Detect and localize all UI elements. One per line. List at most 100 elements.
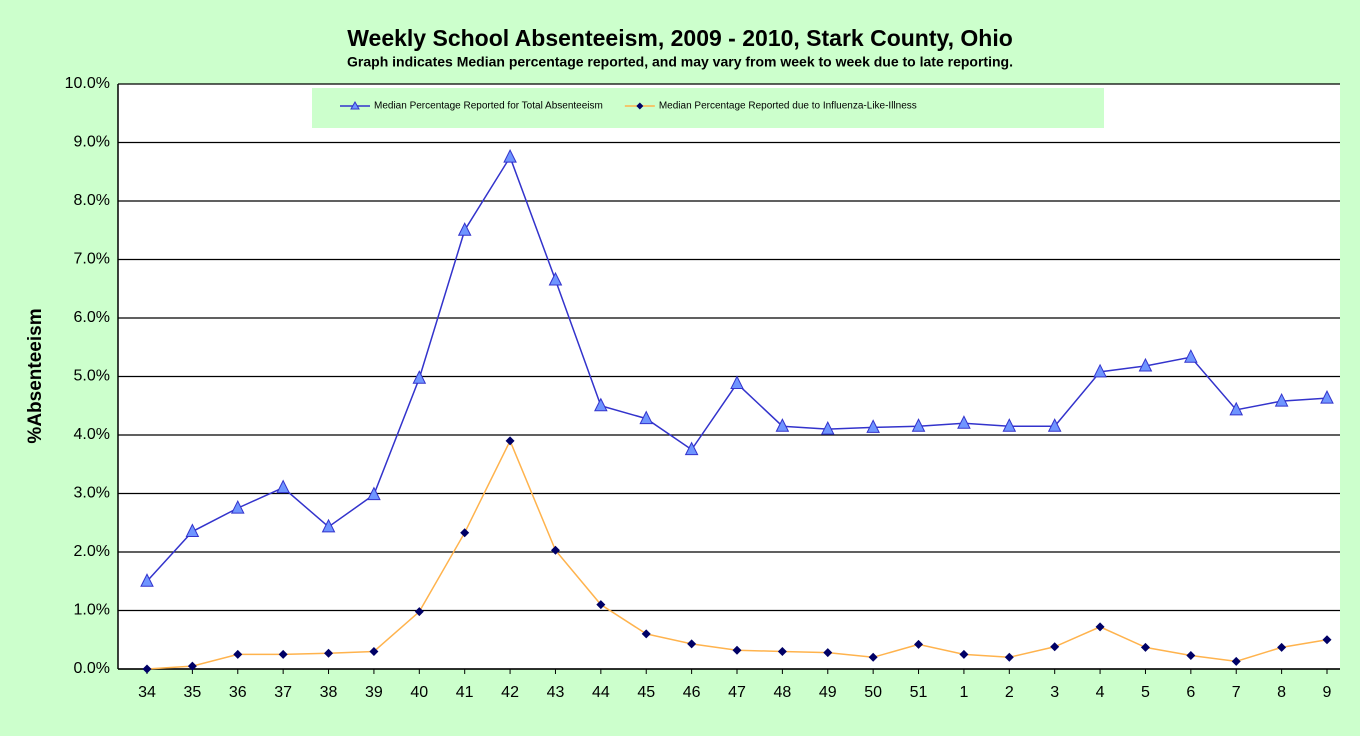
marker	[1095, 622, 1105, 632]
x-tick-label: 46	[683, 684, 701, 701]
x-tick-label: 4	[1096, 684, 1105, 701]
marker	[596, 600, 606, 610]
legend-marker	[636, 102, 644, 110]
marker	[1322, 635, 1332, 645]
x-tick-label: 48	[773, 684, 791, 701]
marker	[550, 545, 560, 555]
marker	[460, 528, 470, 538]
marker	[505, 436, 515, 446]
marker	[1229, 401, 1244, 416]
y-axis-label: %Absenteeism	[25, 308, 46, 443]
x-tick-label: 3	[1050, 684, 1059, 701]
y-tick-label: 9.0%	[74, 134, 110, 151]
marker	[730, 375, 744, 390]
marker	[414, 607, 424, 617]
y-tick-label: 5.0%	[74, 368, 110, 385]
marker	[959, 649, 969, 659]
x-tick-label: 50	[864, 684, 882, 701]
marker	[866, 419, 880, 433]
legend-label: Median Percentage Reported for Total Abs…	[374, 101, 603, 112]
marker	[278, 649, 288, 659]
chart-title: Weekly School Absenteeism, 2009 - 2010, …	[347, 25, 1013, 51]
marker	[185, 523, 200, 538]
marker	[1274, 392, 1289, 407]
marker	[457, 222, 472, 236]
marker	[1047, 418, 1062, 432]
marker	[1186, 651, 1196, 661]
x-tick-label: 44	[592, 684, 610, 701]
marker	[412, 370, 427, 384]
marker	[142, 664, 152, 674]
y-tick-label: 8.0%	[74, 192, 110, 209]
x-tick-label: 1	[959, 684, 968, 701]
x-tick-label: 35	[183, 684, 201, 701]
x-tick-label: 2	[1005, 684, 1014, 701]
legend-marker	[350, 100, 360, 110]
marker	[1002, 418, 1017, 432]
y-tick-label: 7.0%	[74, 251, 110, 268]
x-tick-label: 9	[1323, 684, 1332, 701]
marker	[233, 649, 243, 659]
x-tick-label: 47	[728, 684, 746, 701]
marker	[641, 629, 651, 639]
marker	[823, 648, 833, 658]
x-tick-label: 37	[274, 684, 292, 701]
x-tick-label: 51	[910, 684, 928, 701]
y-tick-label: 6.0%	[74, 309, 110, 326]
x-tick-label: 41	[456, 684, 474, 701]
marker	[1050, 642, 1060, 652]
marker	[1277, 642, 1287, 652]
marker	[775, 418, 790, 432]
marker	[369, 646, 379, 656]
x-tick-label: 6	[1186, 684, 1195, 701]
x-tick-label: 42	[501, 684, 519, 701]
marker	[1138, 357, 1153, 372]
y-tick-label: 0.0%	[74, 660, 110, 677]
x-tick-label: 39	[365, 684, 383, 701]
marker	[1231, 656, 1241, 666]
y-tick-label: 4.0%	[74, 426, 110, 443]
marker	[230, 500, 245, 514]
marker	[1140, 642, 1150, 652]
y-tick-label: 1.0%	[74, 602, 110, 619]
marker	[594, 397, 608, 412]
marker	[868, 652, 878, 662]
x-tick-label: 45	[637, 684, 655, 701]
legend-label: Median Percentage Reported due to Influe…	[659, 101, 917, 112]
marker	[503, 149, 517, 163]
x-tick-label: 38	[320, 684, 338, 701]
marker	[777, 646, 787, 656]
x-tick-label: 7	[1232, 684, 1241, 701]
marker	[820, 421, 835, 435]
marker	[914, 639, 924, 649]
x-tick-label: 49	[819, 684, 837, 701]
marker	[684, 441, 699, 456]
marker	[140, 573, 154, 587]
x-tick-label: 43	[547, 684, 565, 701]
marker	[1093, 363, 1107, 378]
marker	[324, 648, 334, 658]
marker	[957, 415, 971, 429]
y-tick-label: 10.0%	[65, 75, 110, 92]
x-tick-label: 40	[410, 684, 428, 701]
marker	[187, 661, 197, 671]
marker	[367, 486, 381, 501]
y-tick-label: 2.0%	[74, 543, 110, 560]
x-tick-label: 34	[138, 684, 156, 701]
marker	[276, 479, 290, 494]
marker	[321, 518, 336, 533]
x-tick-label: 5	[1141, 684, 1150, 701]
marker	[911, 418, 926, 432]
marker	[548, 271, 563, 286]
chart-subtitle: Graph indicates Median percentage report…	[347, 54, 1013, 70]
marker	[639, 410, 654, 425]
marker	[1004, 652, 1014, 662]
marker	[1184, 349, 1198, 363]
marker	[732, 645, 742, 655]
x-tick-label: 8	[1277, 684, 1286, 701]
y-tick-label: 3.0%	[74, 485, 110, 502]
marker	[687, 639, 697, 649]
marker	[1320, 390, 1334, 404]
x-tick-label: 36	[229, 684, 247, 701]
